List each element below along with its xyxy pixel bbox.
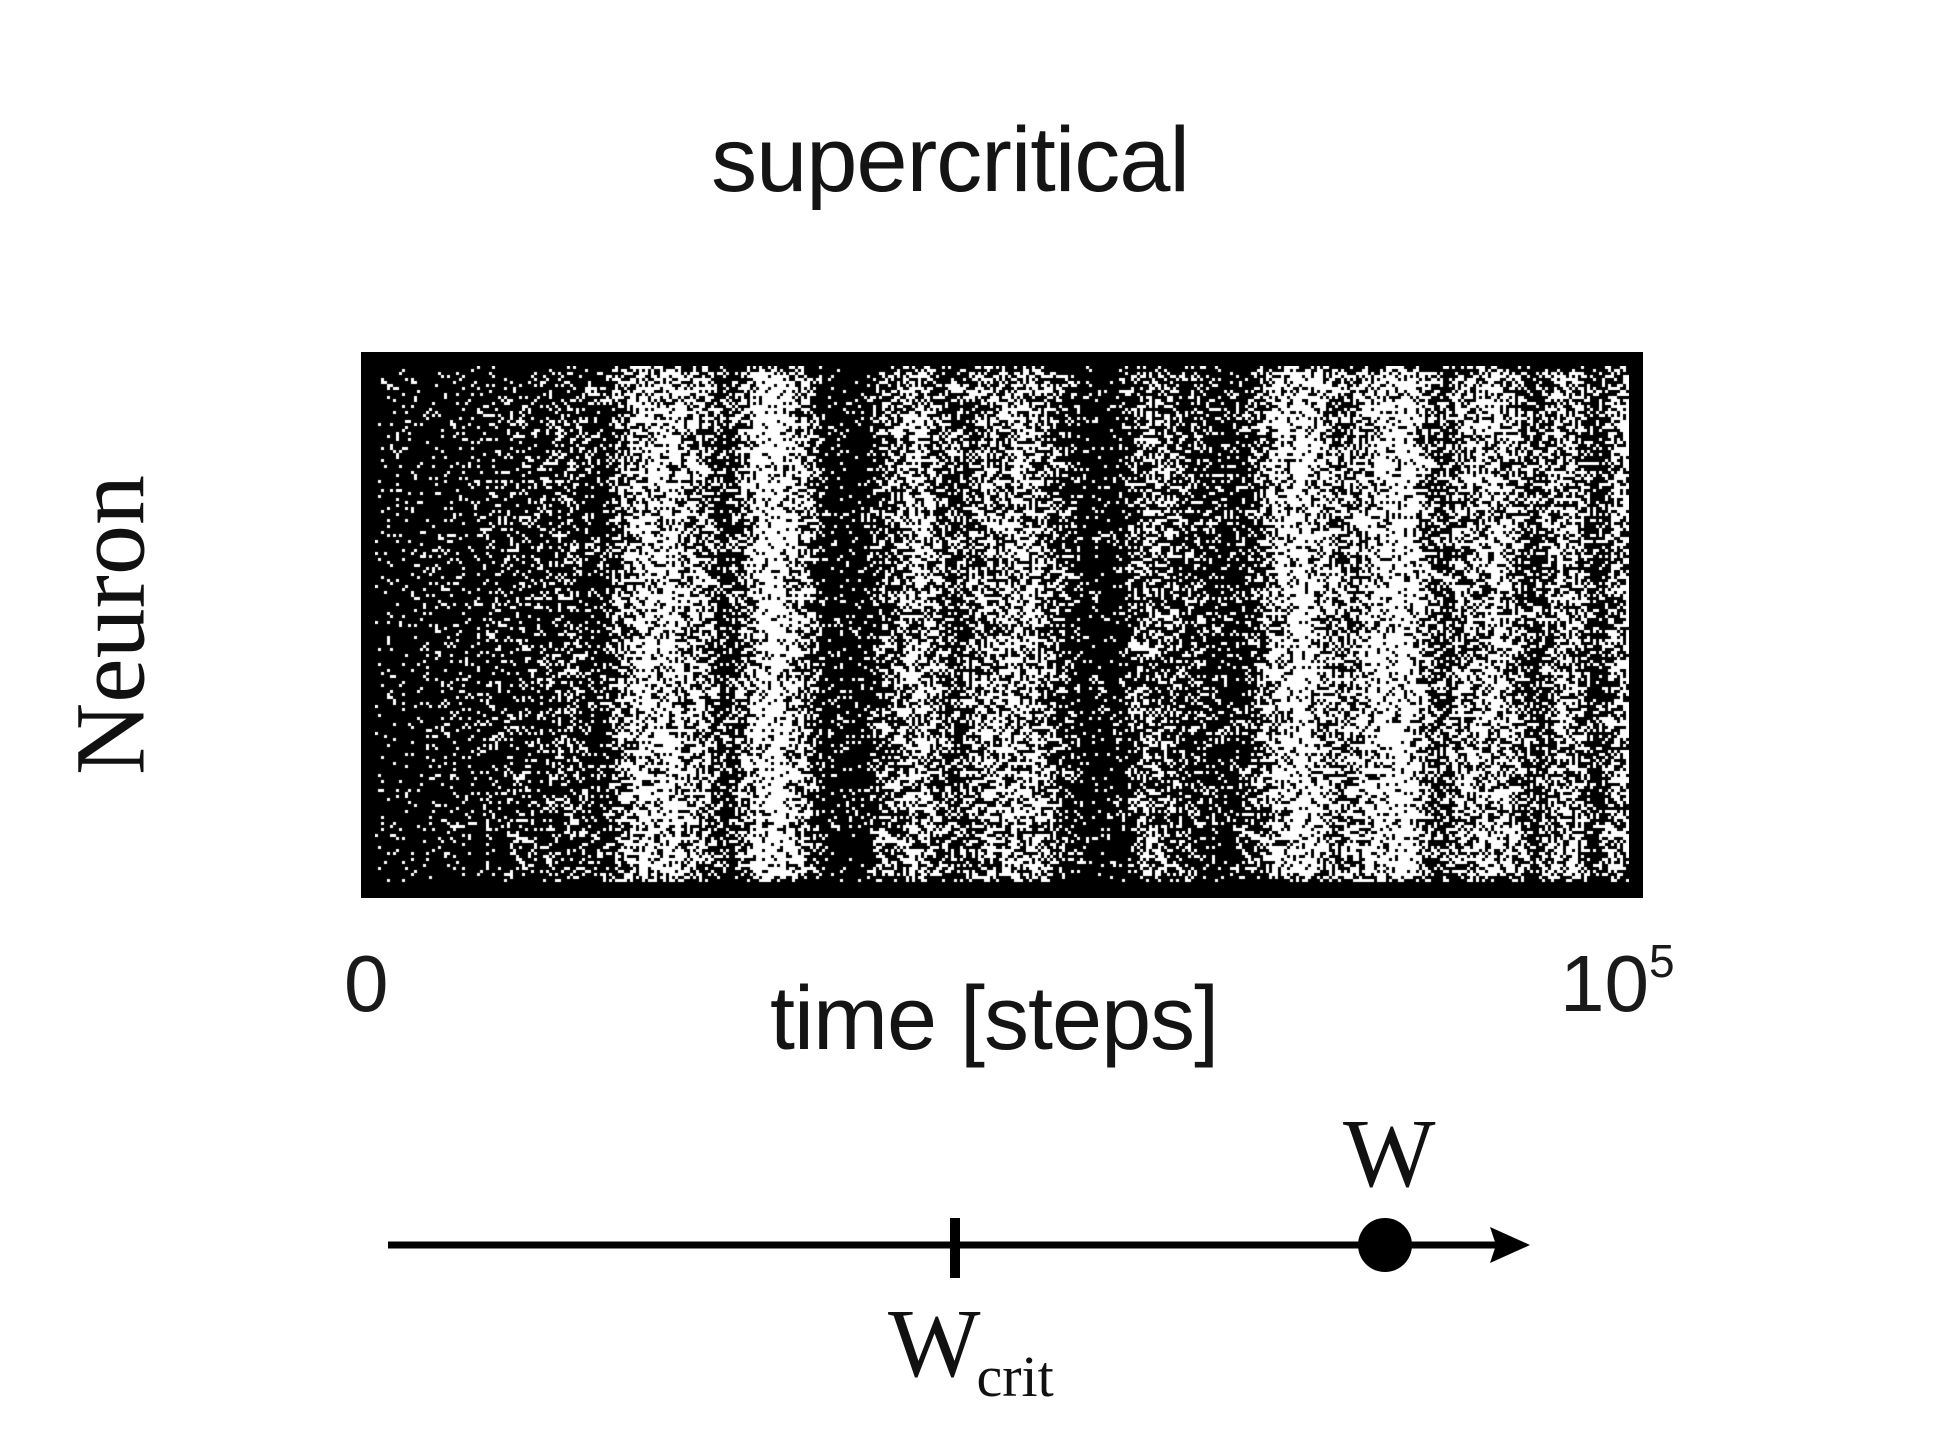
x-axis-label: time [steps]	[770, 969, 1219, 1069]
wcrit-label: Wcrit	[888, 1288, 1054, 1409]
w-label: W	[1343, 1100, 1436, 1208]
x-tick-end-base: 10	[1560, 939, 1649, 1028]
figure-title: supercritical	[711, 109, 1190, 211]
raster-plot	[361, 352, 1643, 898]
x-tick-end-exponent: 5	[1648, 935, 1675, 988]
x-tick-end: 105	[1560, 935, 1675, 1030]
wcrit-subscript: crit	[976, 1344, 1054, 1409]
w-marker-dot	[1358, 1218, 1412, 1272]
x-tick-start: 0	[344, 939, 389, 1028]
wcrit-main: W	[888, 1290, 981, 1398]
spike-raster-image	[375, 366, 1629, 884]
arrow-head-icon	[1490, 1227, 1530, 1263]
